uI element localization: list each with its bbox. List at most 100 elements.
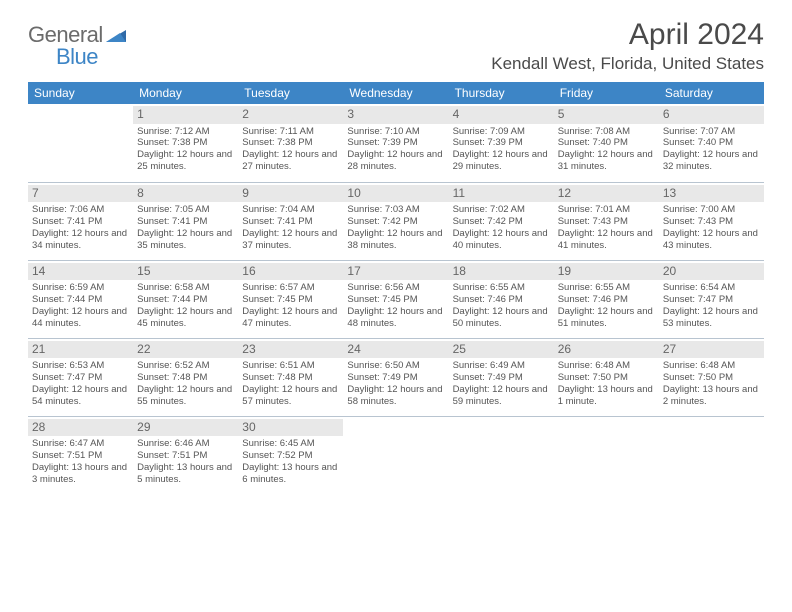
day-detail: Sunrise: 6:53 AMSunset: 7:47 PMDaylight:… [32,360,129,408]
calendar-cell: 24Sunrise: 6:50 AMSunset: 7:49 PMDayligh… [343,338,448,416]
day-number: 13 [659,185,764,203]
day-detail: Sunrise: 6:52 AMSunset: 7:48 PMDaylight:… [137,360,234,408]
calendar-cell: 23Sunrise: 6:51 AMSunset: 7:48 PMDayligh… [238,338,343,416]
day-detail: Sunrise: 7:05 AMSunset: 7:41 PMDaylight:… [137,204,234,252]
calendar-cell: 3 Sunrise: 7:10 AMSunset: 7:39 PMDaylight… [343,104,448,182]
day-detail: Sunrise: 7:12 AMSunset: 7:38 PMDaylight:… [137,126,234,174]
calendar-cell [449,416,554,494]
day-number: 17 [343,263,448,281]
calendar-cell: 16Sunrise: 6:57 AMSunset: 7:45 PMDayligh… [238,260,343,338]
day-number: 6 [659,106,764,124]
day-detail: Sunrise: 6:55 AMSunset: 7:46 PMDaylight:… [453,282,550,330]
calendar-week-row: 1 Sunrise: 7:12 AMSunset: 7:38 PMDaylight… [28,104,764,182]
calendar-cell [554,416,659,494]
day-number: 22 [133,341,238,359]
day-number: 9 [238,185,343,203]
calendar-cell: 12Sunrise: 7:01 AMSunset: 7:43 PMDayligh… [554,182,659,260]
day-number: 15 [133,263,238,281]
day-detail: Sunrise: 7:03 AMSunset: 7:42 PMDaylight:… [347,204,444,252]
day-number: 8 [133,185,238,203]
day-detail: Sunrise: 7:02 AMSunset: 7:42 PMDaylight:… [453,204,550,252]
calendar-cell [659,416,764,494]
location-subtitle: Kendall West, Florida, United States [491,54,764,74]
day-detail: Sunrise: 6:51 AMSunset: 7:48 PMDaylight:… [242,360,339,408]
calendar-week-row: 21Sunrise: 6:53 AMSunset: 7:47 PMDayligh… [28,338,764,416]
calendar-cell [343,416,448,494]
day-detail: Sunrise: 7:11 AMSunset: 7:38 PMDaylight:… [242,126,339,174]
calendar-cell: 14Sunrise: 6:59 AMSunset: 7:44 PMDayligh… [28,260,133,338]
calendar-cell: 1 Sunrise: 7:12 AMSunset: 7:38 PMDaylight… [133,104,238,182]
day-number: 4 [449,106,554,124]
calendar-cell: 2 Sunrise: 7:11 AMSunset: 7:38 PMDaylight… [238,104,343,182]
calendar-cell: 26Sunrise: 6:48 AMSunset: 7:50 PMDayligh… [554,338,659,416]
day-number: 16 [238,263,343,281]
logo-word-blue: Blue [56,44,98,70]
day-detail: Sunrise: 7:06 AMSunset: 7:41 PMDaylight:… [32,204,129,252]
calendar-cell [28,104,133,182]
day-detail: Sunrise: 6:58 AMSunset: 7:44 PMDaylight:… [137,282,234,330]
calendar-cell: 20Sunrise: 6:54 AMSunset: 7:47 PMDayligh… [659,260,764,338]
calendar-cell: 28Sunrise: 6:47 AMSunset: 7:51 PMDayligh… [28,416,133,494]
day-number: 28 [28,419,133,437]
calendar-cell: 19Sunrise: 6:55 AMSunset: 7:46 PMDayligh… [554,260,659,338]
calendar-body: 1 Sunrise: 7:12 AMSunset: 7:38 PMDaylight… [28,104,764,494]
day-number: 25 [449,341,554,359]
month-title: April 2024 [491,18,764,52]
day-detail: Sunrise: 6:45 AMSunset: 7:52 PMDaylight:… [242,438,339,486]
day-detail: Sunrise: 7:00 AMSunset: 7:43 PMDaylight:… [663,204,760,252]
calendar-cell: 4 Sunrise: 7:09 AMSunset: 7:39 PMDaylight… [449,104,554,182]
day-header: Monday [133,82,238,104]
logo: GeneralBlue [28,22,126,70]
calendar-cell: 9Sunrise: 7:04 AMSunset: 7:41 PMDaylight… [238,182,343,260]
day-number: 21 [28,341,133,359]
day-header: Tuesday [238,82,343,104]
day-number: 30 [238,419,343,437]
day-number: 23 [238,341,343,359]
day-number: 18 [449,263,554,281]
calendar-cell: 8Sunrise: 7:05 AMSunset: 7:41 PMDaylight… [133,182,238,260]
calendar-week-row: 28Sunrise: 6:47 AMSunset: 7:51 PMDayligh… [28,416,764,494]
day-number: 14 [28,263,133,281]
day-detail: Sunrise: 7:04 AMSunset: 7:41 PMDaylight:… [242,204,339,252]
day-number: 12 [554,185,659,203]
day-number: 3 [343,106,448,124]
calendar-cell: 5Sunrise: 7:08 AMSunset: 7:40 PMDaylight… [554,104,659,182]
day-number: 20 [659,263,764,281]
day-detail: Sunrise: 7:10 AMSunset: 7:39 PMDaylight:… [347,126,444,174]
day-detail: Sunrise: 6:49 AMSunset: 7:49 PMDaylight:… [453,360,550,408]
day-number: 1 [133,106,238,124]
day-detail: Sunrise: 7:07 AMSunset: 7:40 PMDaylight:… [663,126,760,174]
calendar-cell: 30Sunrise: 6:45 AMSunset: 7:52 PMDayligh… [238,416,343,494]
calendar-cell: 29Sunrise: 6:46 AMSunset: 7:51 PMDayligh… [133,416,238,494]
day-detail: Sunrise: 6:54 AMSunset: 7:47 PMDaylight:… [663,282,760,330]
day-detail: Sunrise: 6:46 AMSunset: 7:51 PMDaylight:… [137,438,234,486]
calendar-cell: 13Sunrise: 7:00 AMSunset: 7:43 PMDayligh… [659,182,764,260]
calendar-week-row: 7Sunrise: 7:06 AMSunset: 7:41 PMDaylight… [28,182,764,260]
day-number: 26 [554,341,659,359]
calendar-cell: 17Sunrise: 6:56 AMSunset: 7:45 PMDayligh… [343,260,448,338]
day-number: 24 [343,341,448,359]
calendar-cell: 18Sunrise: 6:55 AMSunset: 7:46 PMDayligh… [449,260,554,338]
day-header: Sunday [28,82,133,104]
day-detail: Sunrise: 6:50 AMSunset: 7:49 PMDaylight:… [347,360,444,408]
day-header: Wednesday [343,82,448,104]
day-detail: Sunrise: 6:57 AMSunset: 7:45 PMDaylight:… [242,282,339,330]
day-detail: Sunrise: 6:56 AMSunset: 7:45 PMDaylight:… [347,282,444,330]
day-header: Friday [554,82,659,104]
day-number: 27 [659,341,764,359]
calendar-cell: 25Sunrise: 6:49 AMSunset: 7:49 PMDayligh… [449,338,554,416]
calendar-cell: 27Sunrise: 6:48 AMSunset: 7:50 PMDayligh… [659,338,764,416]
calendar-week-row: 14Sunrise: 6:59 AMSunset: 7:44 PMDayligh… [28,260,764,338]
day-detail: Sunrise: 7:09 AMSunset: 7:39 PMDaylight:… [453,126,550,174]
day-header: Thursday [449,82,554,104]
day-number: 5 [554,106,659,124]
day-detail: Sunrise: 6:55 AMSunset: 7:46 PMDaylight:… [558,282,655,330]
day-number: 11 [449,185,554,203]
day-number: 2 [238,106,343,124]
calendar-cell: 11Sunrise: 7:02 AMSunset: 7:42 PMDayligh… [449,182,554,260]
day-detail: Sunrise: 7:01 AMSunset: 7:43 PMDaylight:… [558,204,655,252]
calendar-table: SundayMondayTuesdayWednesdayThursdayFrid… [28,82,764,494]
calendar-cell: 22Sunrise: 6:52 AMSunset: 7:48 PMDayligh… [133,338,238,416]
calendar-cell: 15Sunrise: 6:58 AMSunset: 7:44 PMDayligh… [133,260,238,338]
day-number: 19 [554,263,659,281]
